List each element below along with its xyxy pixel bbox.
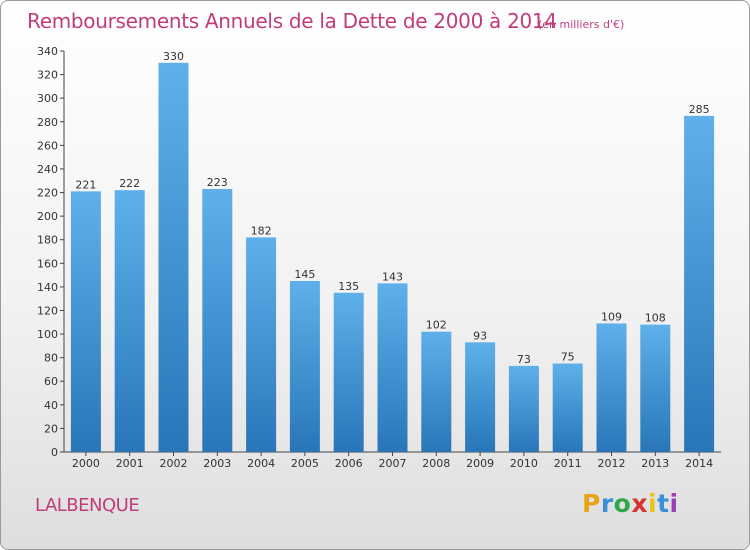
y-axis: 0 20 40 60 80 100 120 140 160 180 200 220 240 260 280 3… — [37, 45, 65, 459]
y-tick-label: 200 — [37, 210, 58, 223]
x-tick-label: 2009 — [466, 457, 494, 470]
logo-letter: i — [648, 489, 658, 518]
chart-title: Remboursements Annuels de la Dette de 20… — [27, 9, 557, 33]
logo-letter: o — [613, 489, 632, 518]
logo-letter: x — [631, 489, 648, 518]
x-tick-label: 2001 — [116, 457, 144, 470]
x-tick-label: 2014 — [685, 457, 713, 470]
bar — [377, 283, 408, 452]
logo-letter: P — [582, 489, 601, 518]
bar — [202, 188, 233, 452]
bar — [684, 115, 715, 452]
bar — [289, 280, 320, 452]
x-tick-label: 2011 — [554, 457, 582, 470]
x-tick-label: 2013 — [641, 457, 669, 470]
y-tick-label: 60 — [44, 375, 58, 388]
x-tick-label: 2008 — [422, 457, 450, 470]
y-tick-label: 320 — [37, 69, 58, 82]
y-tick-label: 160 — [37, 257, 58, 270]
data-label: 108 — [645, 312, 666, 325]
bar — [158, 62, 189, 452]
y-tick-label: 20 — [44, 422, 58, 435]
y-tick-label: 220 — [37, 187, 58, 200]
bar — [421, 331, 452, 452]
data-label: 73 — [517, 353, 531, 366]
data-label: 222 — [119, 177, 140, 190]
data-label: 223 — [207, 176, 228, 189]
x-tick-label: 2007 — [379, 457, 407, 470]
bar — [640, 324, 671, 452]
data-label: 109 — [601, 310, 622, 323]
bar — [508, 365, 539, 452]
bar — [552, 363, 583, 452]
y-tick-label: 0 — [51, 446, 58, 459]
data-label: 182 — [251, 224, 272, 237]
x-tick-label: 2005 — [291, 457, 319, 470]
y-tick-label: 80 — [44, 352, 58, 365]
bar — [246, 237, 277, 452]
y-tick-label: 340 — [37, 45, 58, 58]
data-label: 93 — [473, 329, 487, 342]
bar — [333, 292, 364, 452]
x-tick-label: 2012 — [598, 457, 626, 470]
x-tick-label: 2004 — [247, 457, 275, 470]
data-labels: 221 222 330 223 182 145 135 143 102 93 73 75 109 108 2… — [75, 50, 709, 366]
x-tick-label: 2010 — [510, 457, 538, 470]
data-label: 102 — [426, 319, 447, 332]
data-label: 330 — [163, 50, 184, 63]
bar — [70, 191, 101, 452]
y-tick-label: 240 — [37, 163, 58, 176]
y-tick-label: 40 — [44, 399, 58, 412]
x-tick-label: 2006 — [335, 457, 363, 470]
data-label: 221 — [75, 178, 96, 191]
y-tick-label: 100 — [37, 328, 58, 341]
x-tick-label: 2002 — [160, 457, 188, 470]
data-label: 145 — [294, 268, 315, 281]
bars — [70, 62, 715, 452]
y-tick-label: 140 — [37, 281, 58, 294]
y-tick-label: 300 — [37, 92, 58, 105]
bar — [465, 342, 496, 452]
bar — [114, 190, 145, 452]
x-axis: 2000 2001 2002 2003 2004 2005 2006 2007 2008 2009… — [64, 451, 721, 470]
bar — [596, 323, 627, 452]
data-label: 285 — [689, 103, 710, 116]
x-tick-label: 2000 — [72, 457, 100, 470]
y-tick-label: 260 — [37, 139, 58, 152]
proxiti-logo: Proxiti — [582, 489, 679, 518]
logo-letter: i — [669, 489, 679, 518]
y-tick-label: 120 — [37, 304, 58, 317]
data-label: 135 — [338, 280, 359, 293]
y-tick-label: 280 — [37, 116, 58, 129]
x-tick-label: 2003 — [203, 457, 231, 470]
data-label: 75 — [561, 351, 575, 364]
chart-subtitle: (en milliers d'€) — [538, 18, 625, 31]
commune-name: LALBENQUE — [35, 495, 140, 516]
logo-letter: t — [657, 489, 670, 518]
logo-letter: r — [600, 489, 614, 518]
y-tick-label: 180 — [37, 234, 58, 247]
data-label: 143 — [382, 270, 403, 283]
